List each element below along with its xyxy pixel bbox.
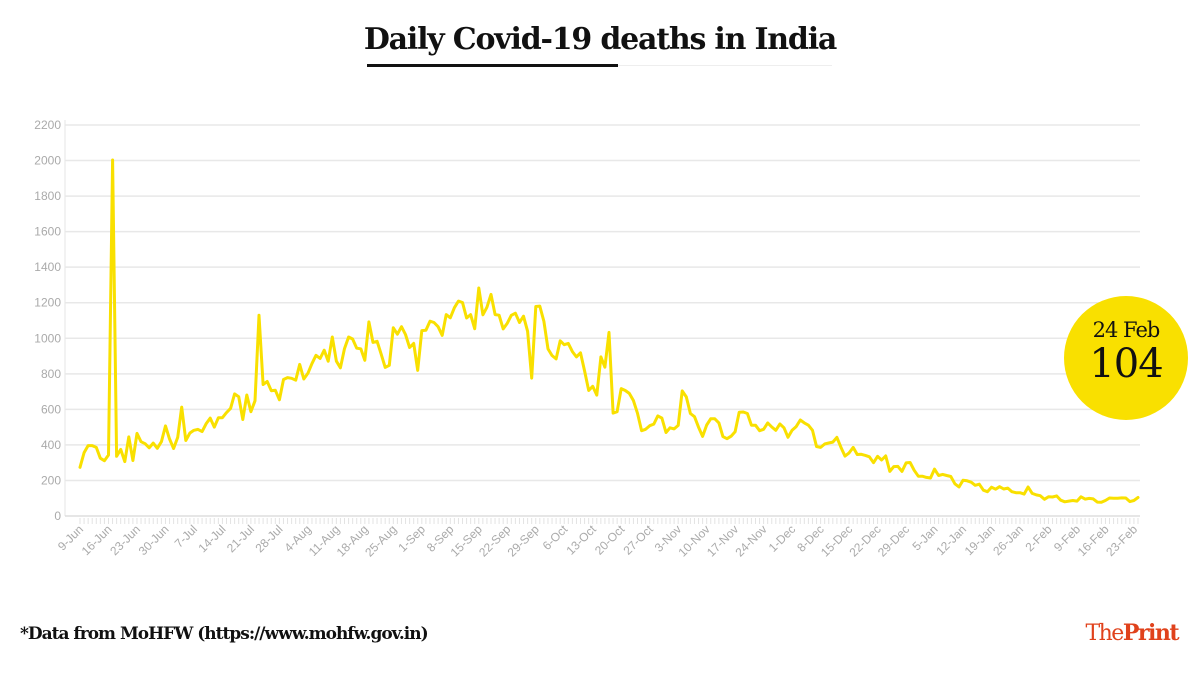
latest-value-badge: 24 Feb 104 xyxy=(1064,296,1188,420)
series-line-daily-deaths xyxy=(78,158,1140,504)
theprint-logo: ThePrint xyxy=(1085,620,1180,646)
line-chart: 0 200 400 600 800 1000 1200 1400 1600 1800 2000 220… xyxy=(34,118,1140,559)
y-tick-label: 0 xyxy=(54,509,61,523)
y-tick-label: 600 xyxy=(41,402,61,416)
x-tick-label: 13-Oct xyxy=(563,522,599,558)
x-tick-label: 29-Dec xyxy=(875,522,912,559)
y-tick-label: 800 xyxy=(41,367,61,381)
x-tick-label: 29-Sep xyxy=(505,522,542,559)
title-underline xyxy=(367,64,618,67)
x-tick-label: 25-Aug xyxy=(362,522,399,559)
x-tick-label: 24-Nov xyxy=(732,522,769,559)
x-tick-label: 2-Feb xyxy=(1023,522,1055,554)
logo-the: The xyxy=(1085,621,1124,646)
y-tick-label: 400 xyxy=(41,438,61,452)
x-tick-label: 26-Jan xyxy=(990,522,1026,558)
x-tick-label: 14-Jul xyxy=(196,522,229,555)
y-tick-label: 200 xyxy=(41,473,61,487)
x-tick-label: 23-Jun xyxy=(107,522,143,558)
badge-value: 104 xyxy=(1089,341,1163,387)
y-tick-label: 2200 xyxy=(34,118,61,132)
grid-lines xyxy=(64,120,1140,517)
y-tick-label: 1200 xyxy=(34,296,61,310)
x-tick-label: 30-Jun xyxy=(136,522,172,558)
chart-title: Daily Covid-19 deaths in India xyxy=(363,22,837,57)
y-tick-label: 1600 xyxy=(34,225,61,239)
x-tick-label: 19-Jan xyxy=(962,522,998,558)
x-tick-label: 1-Sep xyxy=(395,522,428,555)
y-tick-label: 1400 xyxy=(34,260,61,274)
y-tick-label: 1800 xyxy=(34,189,61,203)
x-tick-label: 20-Oct xyxy=(592,522,628,558)
logo-print: Print xyxy=(1122,620,1180,646)
x-tick-label: 12-Jan xyxy=(933,522,969,558)
badge-date: 24 Feb xyxy=(1092,318,1161,342)
x-tick-label: 16-Jun xyxy=(79,522,115,558)
x-tick-label: 27-Oct xyxy=(620,522,656,558)
x-tick-label: 21-Jul xyxy=(224,522,257,555)
y-tick-label: 1000 xyxy=(34,331,61,345)
source-note: *Data from MoHFW (https://www.mohfw.gov.… xyxy=(20,624,429,644)
y-axis: 0 200 400 600 800 1000 1200 1400 1600 1800 2000 220… xyxy=(34,118,61,523)
x-tick-label: 1-Dec xyxy=(766,522,799,555)
y-tick-label: 2000 xyxy=(34,154,61,168)
x-tick-label: 28-Jul xyxy=(253,522,286,555)
x-tick-label: 23-Feb xyxy=(1103,522,1140,559)
